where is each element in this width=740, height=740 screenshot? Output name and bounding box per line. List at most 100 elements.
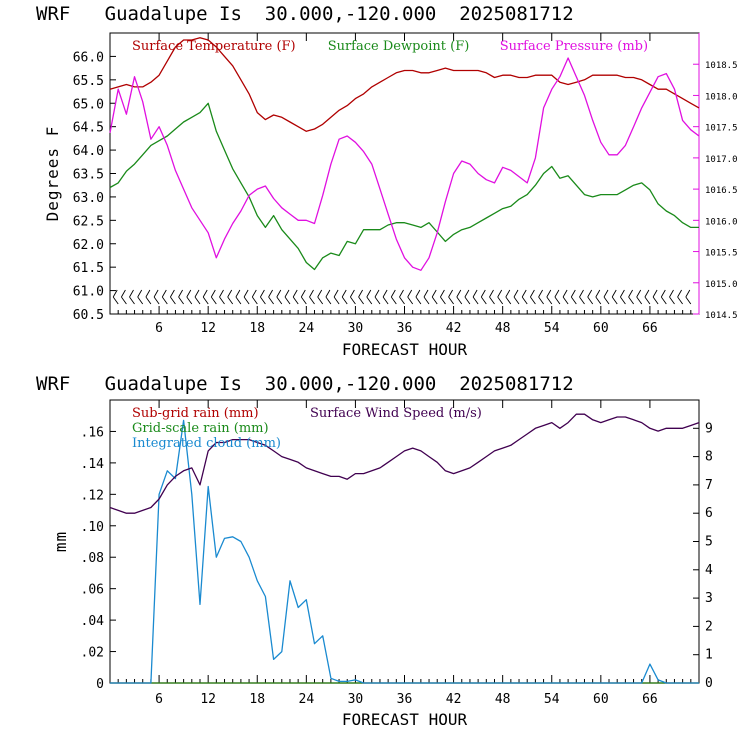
wind-barb [636, 289, 643, 305]
wind-barb [121, 289, 127, 305]
y2-tick-label: 4 [705, 563, 713, 578]
wind-barb [300, 289, 307, 305]
wind-barb [513, 289, 520, 305]
y2-tick-label: 1018.0 [705, 92, 738, 102]
wind-barb [390, 289, 397, 305]
x-tick-label: 66 [642, 692, 658, 707]
x-tick-label: 24 [299, 321, 315, 336]
wind-barb [268, 289, 274, 305]
y2-tick-label: 1015.5 [705, 249, 738, 259]
y-tick-label: 62.5 [73, 214, 104, 229]
wind-barb [382, 289, 389, 305]
wind-barb [587, 289, 594, 305]
wind-barb [276, 289, 283, 305]
y2-tick-label: 2 [705, 619, 713, 634]
x-tick-label: 6 [155, 692, 163, 707]
wind-barb [202, 289, 209, 305]
y2-tick-label: 5 [705, 535, 713, 550]
wind-barbs-row [112, 289, 692, 305]
y-tick-label: .06 [81, 583, 104, 598]
y-tick-label: 65.5 [73, 74, 104, 89]
series-line-surface-temperature-f [109, 37, 700, 132]
wind-barb [423, 289, 430, 305]
wind-barb [669, 289, 675, 305]
y-axis-label: Degrees F [43, 126, 62, 222]
legend-entry: Surface Pressure (mb) [500, 39, 648, 54]
x-tick-label: 24 [299, 692, 315, 707]
legend-entry: Integrated cloud (mm) [132, 436, 281, 451]
panel-2-title: WRF Guadalupe Is 30.000,-120.000 2025081… [36, 373, 574, 395]
x-tick-label: 54 [544, 321, 560, 336]
y-tick-label: .14 [81, 457, 105, 472]
y-tick-label: 0 [96, 677, 104, 692]
y-tick-label: .04 [81, 614, 105, 629]
y-tick-label: .08 [81, 551, 104, 566]
wind-barb [137, 289, 144, 305]
wind-barb [480, 289, 487, 305]
y2-tick-label: 0 [705, 676, 713, 691]
x-tick-label: 18 [249, 692, 265, 707]
x-tick-label: 6 [155, 321, 163, 336]
wind-barb [620, 289, 626, 305]
wind-barb [333, 289, 340, 305]
y-axis-label: mm [51, 531, 70, 552]
panel-1-title: WRF Guadalupe Is 30.000,-120.000 2025081… [36, 3, 574, 25]
wind-barb [644, 289, 651, 305]
wind-barb [284, 289, 291, 305]
y-tick-label: 61.5 [73, 261, 104, 276]
wind-barb [170, 289, 176, 305]
series-line-surface-dewpoint-f [109, 102, 699, 271]
y-tick-label: .16 [81, 425, 104, 440]
wind-barb [260, 289, 266, 305]
wind-barb [530, 289, 536, 305]
y-tick-label: 62.0 [73, 238, 104, 253]
wind-barb [341, 289, 348, 305]
wind-barb [595, 289, 602, 305]
wind-barb [374, 289, 381, 305]
wind-barb [489, 289, 495, 305]
wind-barb [161, 289, 168, 305]
legend-entry: Grid-scale rain (mm) [132, 421, 269, 436]
y-tick-label: .12 [81, 488, 104, 503]
x-axis-label: FORECAST HOUR [342, 340, 468, 359]
y2-tick-label: 1017.0 [705, 155, 738, 165]
wind-barb [309, 289, 315, 305]
legend-entry: Surface Dewpoint (F) [328, 39, 470, 54]
wind-barb [243, 289, 250, 305]
y-tick-label: .10 [81, 520, 104, 535]
x-tick-label: 36 [397, 321, 413, 336]
y-tick-label: 63.0 [73, 191, 104, 206]
series-line-integrated-cloud-mm [110, 419, 699, 684]
y-tick-label: 63.5 [73, 168, 104, 183]
y-tick-label: 60.5 [73, 308, 104, 323]
series-line-surface-pressure-mb [109, 57, 700, 271]
x-tick-label: 48 [495, 692, 511, 707]
y-tick-label: 66.0 [73, 50, 104, 65]
wind-barb [431, 289, 438, 305]
wind-barb [227, 289, 234, 305]
y2-tick-label: 1014.5 [705, 311, 738, 321]
wind-barb [628, 289, 634, 305]
wind-barb [178, 289, 184, 305]
wind-barb [219, 289, 225, 305]
wind-barb [603, 289, 610, 305]
wind-barb [456, 289, 463, 305]
x-tick-label: 42 [446, 321, 462, 336]
wind-barb [464, 289, 471, 305]
wind-barb [145, 289, 152, 305]
y-tick-label: 64.5 [73, 121, 104, 136]
y-tick-label: 64.0 [73, 144, 104, 159]
wind-barb [153, 289, 160, 305]
wind-barb [251, 289, 258, 305]
wind-barb [660, 289, 667, 305]
wind-barb [186, 289, 193, 305]
y2-tick-label: 3 [705, 591, 713, 606]
y2-tick-label: 1016.0 [705, 217, 738, 227]
wind-barb [235, 289, 242, 305]
x-tick-label: 66 [642, 321, 658, 336]
wind-barb [472, 289, 479, 305]
wind-barb [521, 289, 528, 305]
wind-barb [579, 289, 585, 305]
x-tick-label: 18 [249, 321, 265, 336]
y-tick-label: 61.0 [73, 285, 104, 300]
